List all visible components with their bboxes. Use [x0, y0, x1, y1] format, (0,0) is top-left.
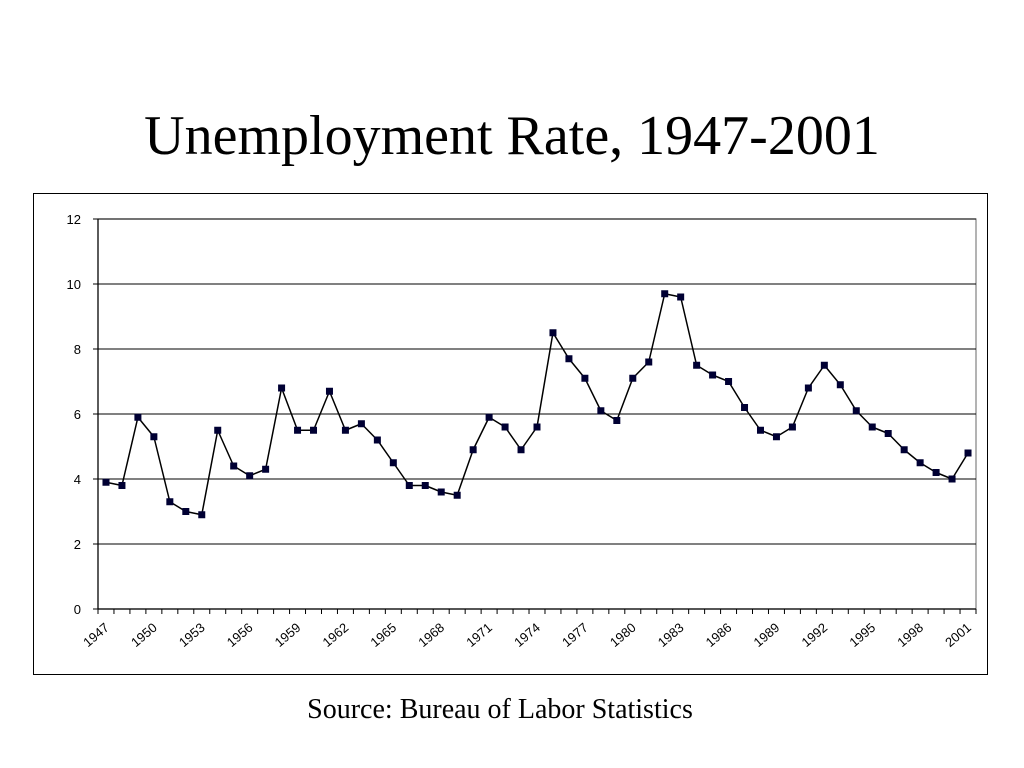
data-point-1989 — [772, 433, 780, 441]
data-point-1978 — [597, 407, 605, 415]
data-point-1954 — [214, 426, 222, 434]
x-tick-label-1998: 1998 — [894, 620, 926, 650]
source-note: Source: Bureau of Labor Statistics — [307, 694, 693, 725]
data-point-1958 — [278, 384, 286, 392]
data-point-1957 — [262, 465, 270, 473]
data-point-1993 — [836, 381, 844, 389]
data-point-1955 — [230, 462, 238, 470]
series-line — [105, 293, 969, 516]
data-point-1952 — [182, 508, 190, 515]
x-tick-label-1971: 1971 — [463, 620, 495, 650]
data-point-1949 — [134, 413, 142, 421]
data-point-1994 — [852, 407, 860, 415]
x-tick-label-1950: 1950 — [128, 620, 160, 650]
data-point-1996 — [884, 430, 892, 437]
x-tick-label-1953: 1953 — [176, 620, 208, 650]
data-point-1976 — [565, 355, 573, 363]
data-point-1947 — [102, 478, 110, 486]
data-point-1977 — [581, 374, 589, 382]
x-tick-label-1956: 1956 — [224, 620, 256, 650]
y-tick-label-2: 2 — [74, 537, 81, 552]
data-point-1948 — [118, 482, 126, 489]
x-tick-label-1986: 1986 — [703, 620, 735, 650]
data-point-1971 — [485, 413, 493, 421]
data-point-1973 — [517, 446, 525, 454]
data-point-1983 — [677, 293, 685, 301]
data-point-1959 — [294, 426, 302, 434]
data-point-1953 — [198, 511, 206, 519]
data-point-1980 — [629, 374, 637, 382]
data-point-1991 — [804, 384, 812, 392]
y-tick-label-4: 4 — [74, 472, 81, 487]
data-point-2001 — [964, 449, 972, 457]
x-tick-label-1962: 1962 — [320, 620, 352, 650]
data-point-1995 — [868, 423, 876, 431]
data-point-1997 — [900, 446, 908, 454]
x-tick-label-1983: 1983 — [655, 620, 687, 650]
data-point-1988 — [756, 426, 764, 434]
data-point-1967 — [421, 482, 429, 489]
y-tick-label-0: 0 — [74, 602, 81, 617]
slide-title: Unemployment Rate, 1947-2001 — [144, 105, 880, 167]
data-point-1986 — [725, 378, 733, 385]
data-point-1981 — [645, 358, 653, 366]
data-point-1992 — [820, 361, 828, 369]
data-point-2000 — [948, 475, 956, 483]
x-tick-label-1977: 1977 — [559, 620, 591, 650]
data-point-1987 — [741, 404, 749, 411]
data-point-1966 — [405, 482, 413, 489]
data-point-1990 — [788, 423, 796, 431]
x-tick-label-1995: 1995 — [846, 620, 878, 650]
data-point-1960 — [310, 426, 318, 434]
data-point-1975 — [549, 329, 557, 337]
data-point-1963 — [357, 420, 365, 428]
y-tick-label-10: 10 — [67, 277, 81, 292]
data-point-1982 — [661, 290, 669, 298]
y-tick-label-6: 6 — [74, 407, 81, 422]
data-point-1961 — [325, 387, 333, 395]
x-tick-label-1959: 1959 — [272, 620, 304, 650]
unemployment-line-chart: 0 2 4 6 8 10 12 1947 1950 1953 1956 1959 1962 1965 196… — [67, 212, 977, 650]
y-tick-label-12: 12 — [67, 212, 81, 227]
data-point-1985 — [709, 371, 717, 379]
y-tick-label-8: 8 — [74, 342, 81, 357]
data-point-1968 — [437, 488, 445, 496]
data-point-1950 — [150, 433, 158, 441]
data-point-1951 — [166, 498, 174, 506]
data-point-1979 — [613, 417, 621, 424]
data-point-1969 — [453, 491, 461, 499]
chart-frame: 0 2 4 6 8 10 12 1947 1950 1953 1956 1959 1962 1965 196… — [33, 193, 988, 675]
data-point-1999 — [932, 469, 940, 476]
x-tick-label-1965: 1965 — [367, 620, 399, 650]
x-tick-label-1992: 1992 — [798, 620, 830, 650]
x-tick-label-1947: 1947 — [80, 620, 112, 650]
data-point-1974 — [533, 423, 541, 431]
data-point-1964 — [373, 436, 381, 444]
x-tick-label-2001: 2001 — [942, 620, 974, 650]
x-tick-label-1968: 1968 — [415, 620, 447, 650]
data-point-1998 — [916, 459, 924, 467]
data-point-1970 — [469, 446, 477, 454]
x-tick-label-1980: 1980 — [607, 620, 639, 650]
x-tick-label-1989: 1989 — [751, 620, 783, 650]
data-point-1972 — [501, 423, 509, 431]
data-point-1965 — [389, 459, 397, 467]
data-point-1984 — [693, 361, 701, 369]
x-tick-label-1974: 1974 — [511, 620, 543, 650]
data-point-1956 — [246, 472, 254, 480]
data-point-1962 — [341, 426, 349, 434]
